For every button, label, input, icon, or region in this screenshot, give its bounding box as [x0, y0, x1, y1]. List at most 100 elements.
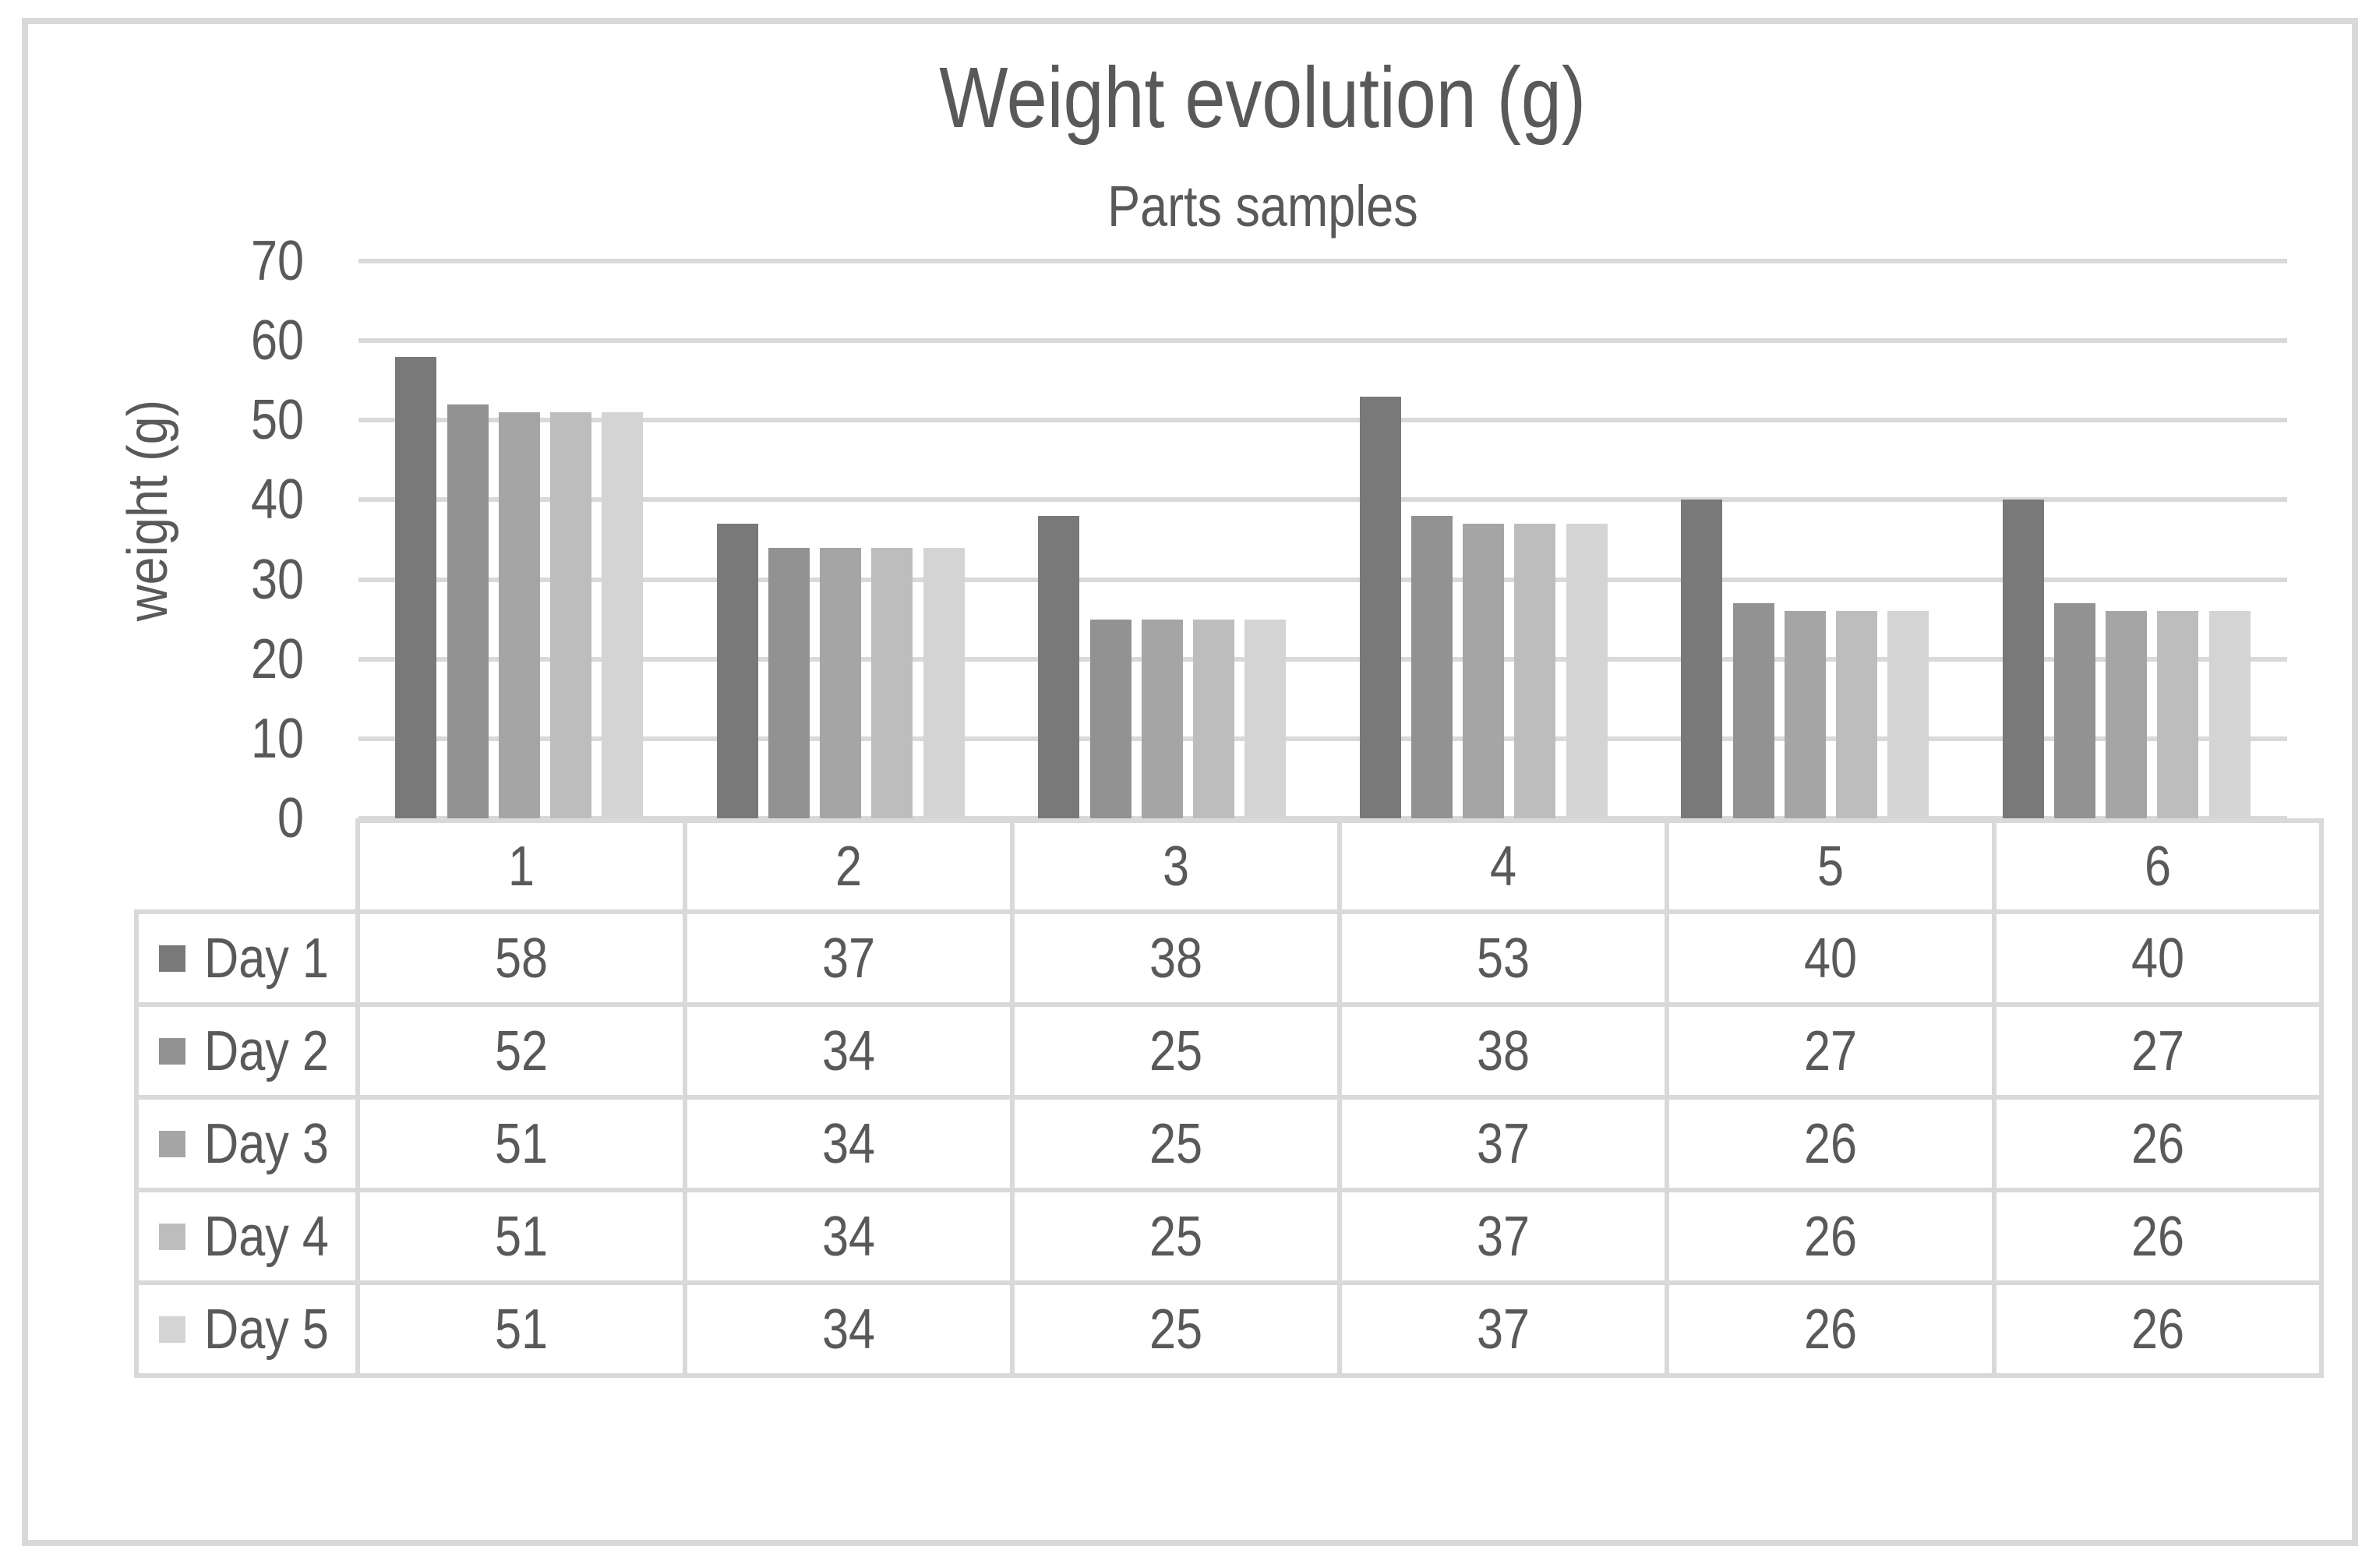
bar-day-5-sample-6 [2208, 611, 2251, 818]
table-value-cell-day-4-sample-2: 34 [683, 1188, 1015, 1285]
category-header-text: 3 [1162, 835, 1190, 898]
gridline-10 [358, 736, 2287, 741]
table-value-text: 26 [1803, 1298, 1858, 1361]
table-value-cell-day-1-sample-3: 38 [1010, 909, 1342, 1007]
bar-day-1-sample-6 [2002, 500, 2044, 818]
table-value-text: 38 [1476, 1019, 1530, 1082]
y-tick-label-30: 30 [164, 549, 304, 611]
bar-day-1-sample-4 [1359, 396, 1401, 818]
table-value-text: 25 [1149, 1205, 1203, 1268]
legend-entry: Day 3 [141, 1112, 353, 1176]
table-value-cell-day-2-sample-5: 27 [1665, 1002, 1996, 1100]
legend-cell: Day 5 [134, 1280, 360, 1378]
legend-cell: Day 2 [134, 1002, 360, 1100]
table-value-cell-day-3-sample-3: 25 [1010, 1095, 1342, 1192]
table-row-day-3: Day 3 51 34 25 37 26 26 [134, 1095, 2324, 1192]
chart-title: Weight evolution (g) [312, 48, 2213, 157]
bar-day-3-sample-3 [1141, 619, 1183, 818]
y-tick-label-40: 40 [164, 468, 304, 531]
category-header-cell-2: 2 [683, 818, 1015, 914]
gridline-20 [358, 656, 2287, 662]
category-header-cell-1: 1 [355, 818, 687, 914]
bar-day-4-sample-1 [549, 412, 591, 818]
table-value-cell-day-3-sample-4: 37 [1337, 1095, 1669, 1192]
table-value-text: 51 [494, 1112, 549, 1175]
table-value-text: 26 [1803, 1205, 1858, 1268]
y-tick-label-60: 60 [164, 309, 304, 372]
y-tick-text: 40 [250, 468, 304, 531]
bar-day-2-sample-1 [447, 404, 489, 818]
bar-day-4-sample-5 [1835, 611, 1877, 818]
bar-day-2-sample-3 [1089, 619, 1132, 818]
legend-entry: Day 2 [141, 1019, 353, 1083]
bar-day-1-sample-5 [1681, 500, 1723, 818]
legend-cell: Day 4 [134, 1188, 360, 1285]
table-value-cell-day-4-sample-4: 37 [1337, 1188, 1669, 1285]
category-header-text: 5 [1816, 835, 1845, 898]
table-value-cell-day-2-sample-3: 25 [1010, 1002, 1342, 1100]
gridline-0 [358, 816, 2287, 821]
bar-day-2-sample-5 [1732, 603, 1774, 818]
y-tick-label-50: 50 [164, 389, 304, 451]
table-row-day-1: Day 1 58 37 38 53 40 40 [134, 909, 2324, 1007]
bar-day-3-sample-6 [2106, 611, 2148, 818]
y-tick-text: 0 [277, 787, 304, 849]
bar-day-5-sample-1 [602, 412, 644, 818]
legend-label: Day 1 [204, 927, 329, 990]
y-tick-text: 60 [250, 309, 304, 373]
table-value-cell-day-5-sample-3: 25 [1010, 1280, 1342, 1378]
y-tick-text: 50 [250, 389, 304, 452]
table-value-cell-day-1-sample-4: 53 [1337, 909, 1669, 1007]
legend-cell: Day 3 [134, 1095, 360, 1192]
table-value-text: 38 [1149, 927, 1203, 990]
bar-day-1-sample-2 [716, 524, 758, 818]
y-tick-label-70: 70 [164, 230, 304, 292]
table-value-cell-day-4-sample-5: 26 [1665, 1188, 1996, 1285]
legend-swatch-icon [159, 1223, 185, 1250]
bar-day-2-sample-2 [768, 547, 810, 818]
category-header-text: 2 [835, 835, 863, 898]
table-value-text: 26 [2131, 1205, 2185, 1268]
table-value-cell-day-5-sample-1: 51 [355, 1280, 687, 1378]
table-value-cell-day-1-sample-1: 58 [355, 909, 687, 1007]
bar-day-3-sample-1 [498, 412, 540, 818]
table-header-row: 1 2 3 4 5 6 [136, 818, 2324, 914]
table-value-text: 25 [1149, 1112, 1203, 1175]
gridline-50 [358, 418, 2287, 423]
y-tick-text: 10 [250, 707, 304, 770]
y-tick-text: 20 [250, 627, 304, 690]
legend-entry: Day 4 [141, 1205, 353, 1269]
table-value-cell-day-3-sample-6: 26 [1992, 1095, 2324, 1192]
bar-day-5-sample-2 [923, 547, 965, 818]
bar-day-3-sample-2 [820, 547, 862, 818]
table-value-text: 40 [2131, 927, 2185, 990]
chart-subtitle-text: Parts samples [1107, 174, 1418, 238]
table-value-cell-day-1-sample-5: 40 [1665, 909, 1996, 1007]
table-value-text: 34 [821, 1298, 876, 1361]
table-value-text: 53 [1476, 927, 1530, 990]
table-value-cell-day-1-sample-6: 40 [1992, 909, 2324, 1007]
table-corner-spacer [136, 821, 358, 912]
table-row-day-4: Day 4 51 34 25 37 26 26 [134, 1188, 2324, 1285]
bar-day-5-sample-4 [1566, 524, 1608, 818]
chart-title-text: Weight evolution (g) [939, 50, 1586, 146]
table-value-text: 51 [494, 1298, 549, 1361]
table-value-text: 37 [1476, 1112, 1530, 1175]
legend-entry: Day 1 [141, 927, 353, 991]
category-header-cell-4: 4 [1337, 818, 1669, 914]
bar-day-5-sample-3 [1244, 619, 1287, 818]
table-value-cell-day-5-sample-5: 26 [1665, 1280, 1996, 1378]
table-value-text: 25 [1149, 1298, 1203, 1361]
table-value-cell-day-3-sample-5: 26 [1665, 1095, 1996, 1192]
y-tick-text: 30 [250, 548, 304, 611]
table-value-cell-day-2-sample-6: 27 [1992, 1002, 2324, 1100]
legend-label: Day 4 [204, 1205, 329, 1268]
table-value-text: 37 [1476, 1205, 1530, 1268]
legend-swatch-icon [159, 1037, 185, 1065]
table-value-cell-day-3-sample-2: 34 [683, 1095, 1015, 1192]
gridline-30 [358, 577, 2287, 582]
table-value-text: 34 [821, 1019, 876, 1082]
bar-day-4-sample-3 [1192, 619, 1234, 818]
category-header-text: 6 [2144, 835, 2172, 898]
